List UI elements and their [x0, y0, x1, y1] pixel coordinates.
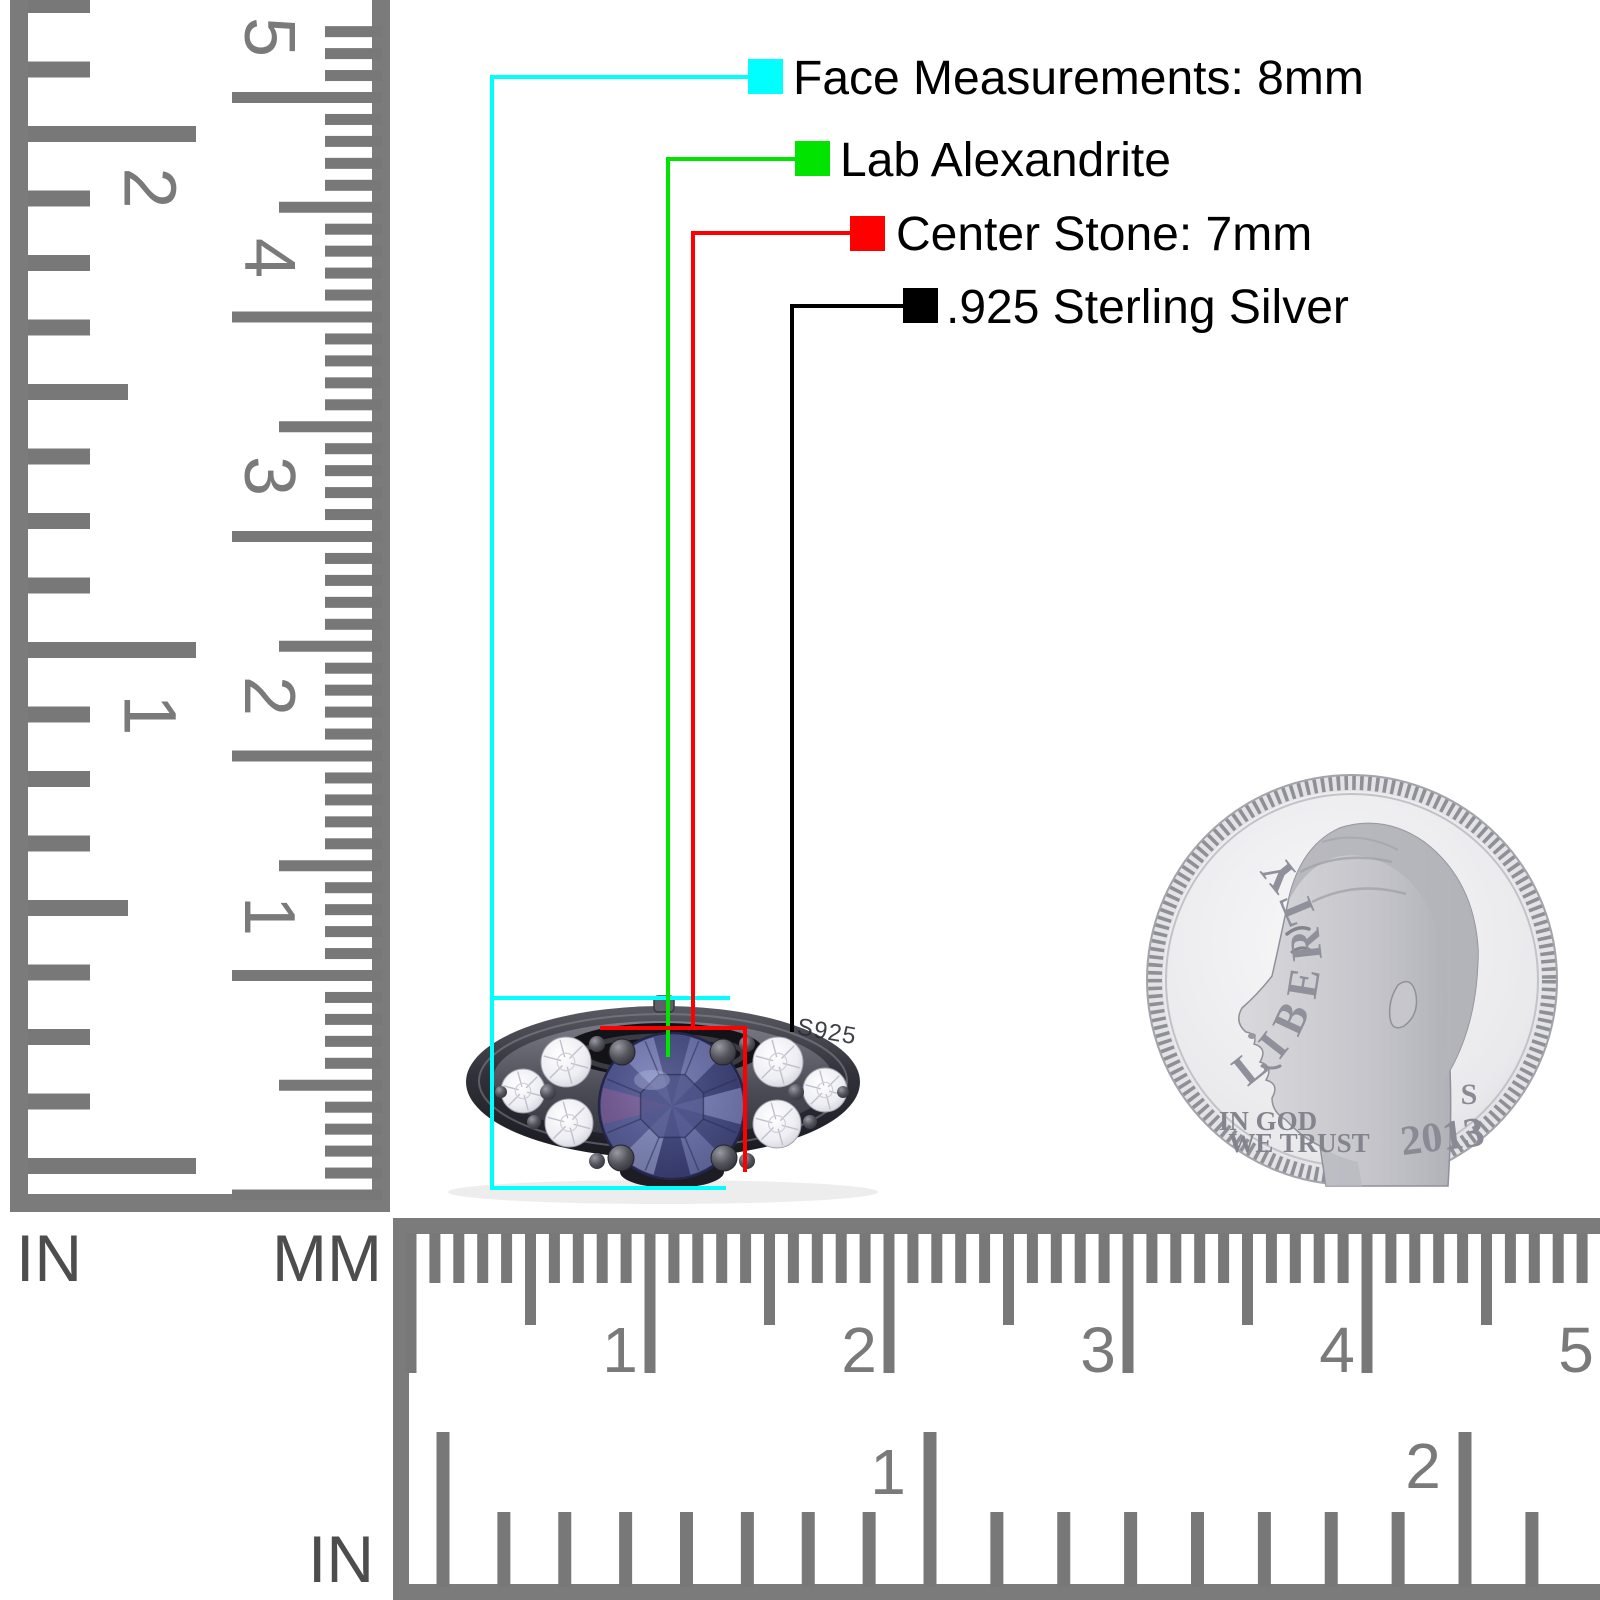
- ruler-number: 2: [841, 1314, 877, 1386]
- center-stone-swatch: [850, 216, 885, 251]
- coin-motto-line2: WE TRUST: [1228, 1128, 1369, 1158]
- ruler-number: 1: [109, 694, 192, 735]
- bottom-inch-unit-label: IN: [308, 1522, 374, 1596]
- accent-stone: [544, 1098, 594, 1148]
- coin-mint-mark: S: [1461, 1078, 1478, 1111]
- face-measurement-line: [490, 75, 748, 1190]
- accent-stone: [752, 1099, 802, 1149]
- face-measurements-swatch: [748, 59, 783, 94]
- center-stone: [597, 1031, 747, 1181]
- accent-stone: [802, 1067, 848, 1113]
- metal-label: .925 Sterling Silver: [946, 281, 1349, 334]
- ruler-number: 4: [229, 238, 309, 278]
- coin-year: 2013: [1398, 1109, 1487, 1165]
- left-inch-ruler-spine: [10, 0, 28, 1212]
- accent-stone: [540, 1036, 592, 1088]
- left-inch-unit-label: IN: [16, 1221, 82, 1295]
- ruler-number: 2: [1405, 1430, 1441, 1502]
- roosevelt-portrait: [1238, 822, 1479, 1187]
- ruler-number: 2: [229, 676, 309, 716]
- left-mm-unit-label: MM: [272, 1221, 382, 1295]
- ruler-number: 1: [870, 1436, 906, 1508]
- left-mm-ticks: [232, 26, 382, 1201]
- bottom-ruler-left-edge: [393, 1218, 409, 1600]
- bottom-mm-ticks: [405, 1233, 1588, 1373]
- ruler-number: 1: [229, 896, 309, 936]
- bottom-inch-ruler-spine: [393, 1584, 1600, 1600]
- center-stone-label: Center Stone: 7mm: [896, 208, 1312, 261]
- ruler-number: 3: [229, 456, 309, 496]
- stone-type-swatch: [795, 141, 830, 176]
- center-stone-line: [691, 231, 850, 1028]
- ruler-number: 3: [1080, 1314, 1116, 1386]
- bottom-ruler: 1 2 3 4 5 1 2 IN: [308, 1218, 1600, 1600]
- accent-stone: [752, 1036, 804, 1088]
- face-measurements-label: Face Measurements: 8mm: [793, 52, 1364, 105]
- metal-swatch: [903, 288, 938, 323]
- ruler-number: 5: [1558, 1314, 1594, 1386]
- center-stone-bracket: [600, 1026, 747, 1172]
- accent-stone: [500, 1068, 546, 1114]
- dime-photo: LIBERTY IN GOD WE TRUST S 2013: [1146, 774, 1558, 1187]
- ruler-number: 5: [229, 17, 309, 57]
- left-ruler: 1 2 1 2 3 4 5 IN MM: [10, 0, 390, 1295]
- ruler-number: 2: [109, 167, 192, 208]
- stone-type-line: [666, 157, 795, 1057]
- annotation-lines: [490, 75, 903, 1190]
- center-stone-prongs: [607, 1038, 738, 1172]
- coin-reeding: [1148, 776, 1556, 1184]
- ruler-number: 1: [602, 1314, 638, 1386]
- metal-line: [790, 304, 903, 1032]
- accent-stones: [500, 1036, 848, 1149]
- left-inch-ticks: [28, 0, 196, 1174]
- ruler-number: 4: [1319, 1314, 1355, 1386]
- coin-motto-line1: IN GOD: [1219, 1106, 1317, 1136]
- stone-type-label: Lab Alexandrite: [840, 134, 1171, 187]
- bottom-inch-ticks: [436, 1432, 1539, 1587]
- legend: Face Measurements: 8mm Lab Alexandrite C…: [748, 52, 1364, 334]
- bottom-mm-ruler-spine: [393, 1218, 1600, 1234]
